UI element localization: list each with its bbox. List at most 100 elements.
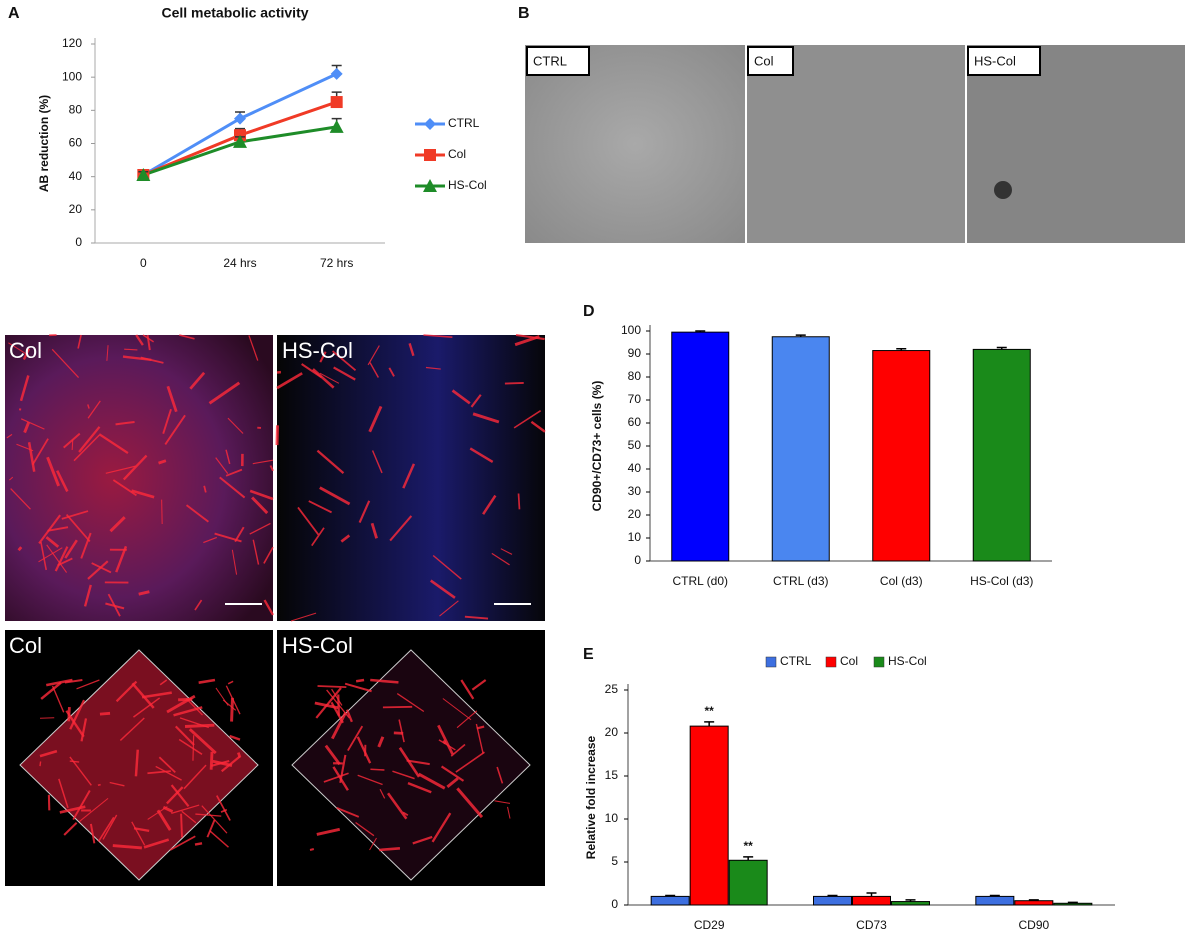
filament	[119, 717, 145, 741]
bar	[975, 895, 1015, 906]
filament	[192, 735, 195, 761]
y-tick-label: 25	[605, 682, 619, 696]
annotation: **	[743, 839, 753, 853]
micrograph-label: HS-Col	[974, 53, 1016, 68]
marker	[136, 168, 151, 182]
filament	[438, 739, 456, 751]
filament	[122, 454, 148, 481]
filament	[46, 456, 60, 487]
filament	[69, 699, 86, 730]
filament	[370, 768, 385, 771]
bar	[689, 725, 729, 906]
error-bar	[1028, 899, 1039, 901]
micrograph	[525, 45, 745, 243]
filament	[337, 694, 341, 716]
filament	[147, 770, 171, 775]
filament	[69, 760, 80, 763]
filament	[180, 813, 183, 838]
y-axis-label: CD90+/CD73+ cells (%)	[590, 381, 604, 512]
bar	[813, 895, 852, 906]
filament	[173, 706, 203, 717]
y-tick-label: 0	[634, 553, 641, 567]
x-tick-label: 72 hrs	[320, 256, 353, 270]
filament	[64, 539, 78, 559]
micrographs-c	[5, 333, 546, 886]
y-tick-label: 40	[69, 169, 83, 183]
filament	[198, 678, 216, 684]
filament	[476, 725, 485, 730]
filament	[402, 463, 416, 489]
y-tick-label: 80	[628, 369, 642, 383]
filament	[215, 457, 229, 474]
filament	[382, 705, 413, 709]
bar	[1014, 900, 1054, 906]
filament	[159, 679, 168, 686]
legend-label: Col	[840, 654, 858, 668]
filament	[45, 536, 60, 548]
filament	[71, 439, 74, 451]
filament	[40, 541, 47, 571]
filament	[80, 718, 88, 742]
micrograph	[747, 45, 965, 243]
error-bar	[866, 892, 877, 897]
filament	[184, 723, 215, 728]
legend-label: HS-Col	[448, 178, 487, 192]
y-tick-label: 0	[75, 235, 82, 249]
error-bar	[743, 856, 754, 861]
filament	[146, 334, 151, 351]
filament	[219, 476, 246, 499]
filament	[371, 450, 383, 474]
filament	[78, 426, 101, 453]
filament	[78, 797, 109, 822]
filament	[54, 546, 69, 572]
filament	[370, 522, 378, 539]
filament	[158, 756, 176, 774]
filament	[504, 382, 524, 385]
y-tick-label: 50	[628, 438, 642, 452]
y-tick-label: 30	[628, 484, 642, 498]
filament	[460, 679, 475, 700]
legend-label: HS-Col	[888, 654, 927, 668]
filament	[158, 459, 167, 465]
filament	[17, 546, 23, 552]
filament	[73, 434, 100, 462]
filament	[156, 809, 172, 831]
filament	[316, 827, 341, 836]
filament	[423, 334, 453, 339]
filament	[87, 400, 101, 419]
y-tick-label: 20	[605, 725, 619, 739]
filament	[76, 679, 100, 690]
filament	[370, 678, 399, 684]
filament	[109, 516, 126, 533]
y-tick-label: 10	[628, 530, 642, 544]
y-tick-label: 20	[628, 507, 642, 521]
micrograph-label: Col	[9, 633, 42, 658]
filament	[87, 560, 109, 580]
filament	[135, 334, 144, 346]
filament	[347, 725, 364, 752]
bar	[852, 895, 891, 906]
bar	[771, 336, 830, 562]
panel-label: E	[583, 646, 594, 663]
filament	[367, 345, 380, 366]
filament	[470, 394, 482, 408]
filament	[379, 788, 386, 799]
label-box	[747, 46, 794, 76]
filament	[169, 835, 196, 851]
filament	[471, 679, 487, 691]
filament	[317, 685, 347, 688]
filament	[38, 547, 63, 563]
micrograph-label: Col	[754, 53, 774, 68]
y-tick-label: 70	[628, 392, 642, 406]
micrograph-detail	[994, 181, 1012, 199]
filament	[80, 532, 92, 559]
filament	[138, 590, 150, 596]
y-tick-label: 60	[69, 136, 83, 150]
filament	[57, 557, 73, 567]
error-bar	[695, 330, 706, 333]
filament	[309, 847, 315, 852]
filament	[185, 698, 203, 716]
filament	[105, 465, 136, 474]
y-tick-label: 90	[628, 346, 642, 360]
filament	[201, 805, 228, 834]
